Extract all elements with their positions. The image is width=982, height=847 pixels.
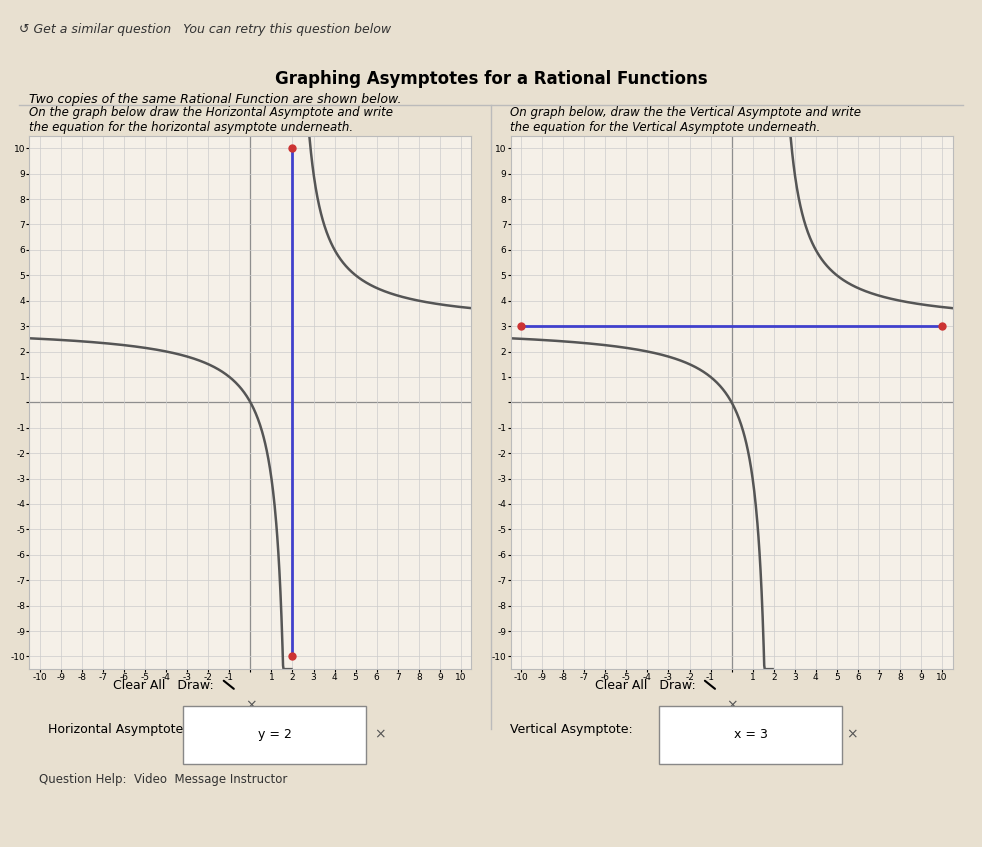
Text: Vertical Asymptote:: Vertical Asymptote: [511,722,633,735]
Text: On graph below, draw the the Vertical Asymptote and write
the equation for the V: On graph below, draw the the Vertical As… [511,107,861,135]
FancyBboxPatch shape [660,706,843,764]
Text: ×: × [726,698,737,712]
Text: x = 3: x = 3 [734,728,768,741]
Text: Clear All   Draw:: Clear All Draw: [114,679,214,692]
Text: y = 2: y = 2 [257,728,292,741]
Text: Horizontal Asymptote:: Horizontal Asymptote: [48,722,188,735]
Text: Two copies of the same Rational Function are shown below.: Two copies of the same Rational Function… [29,93,402,106]
Text: ×: × [245,698,256,712]
Text: $f(x) = \dfrac{3x}{x - 2}$: $f(x) = \dfrac{3x}{x - 2}$ [682,147,782,183]
Text: Clear All   Draw:: Clear All Draw: [595,679,695,692]
FancyBboxPatch shape [183,706,366,764]
Text: Question Help:  Video  Message Instructor: Question Help: Video Message Instructor [38,772,287,786]
Text: ×: × [846,728,857,741]
Text: On the graph below draw the Horizontal Asymptote and write
the equation for the : On the graph below draw the Horizontal A… [29,107,393,135]
Text: $f(x) = \dfrac{3x}{x - 2}$: $f(x) = \dfrac{3x}{x - 2}$ [200,147,300,183]
Text: ↺ Get a similar question   You can retry this question below: ↺ Get a similar question You can retry t… [20,23,392,36]
Text: Graphing Asymptotes for a Rational Functions: Graphing Asymptotes for a Rational Funct… [275,70,707,88]
Text: ×: × [374,728,386,741]
